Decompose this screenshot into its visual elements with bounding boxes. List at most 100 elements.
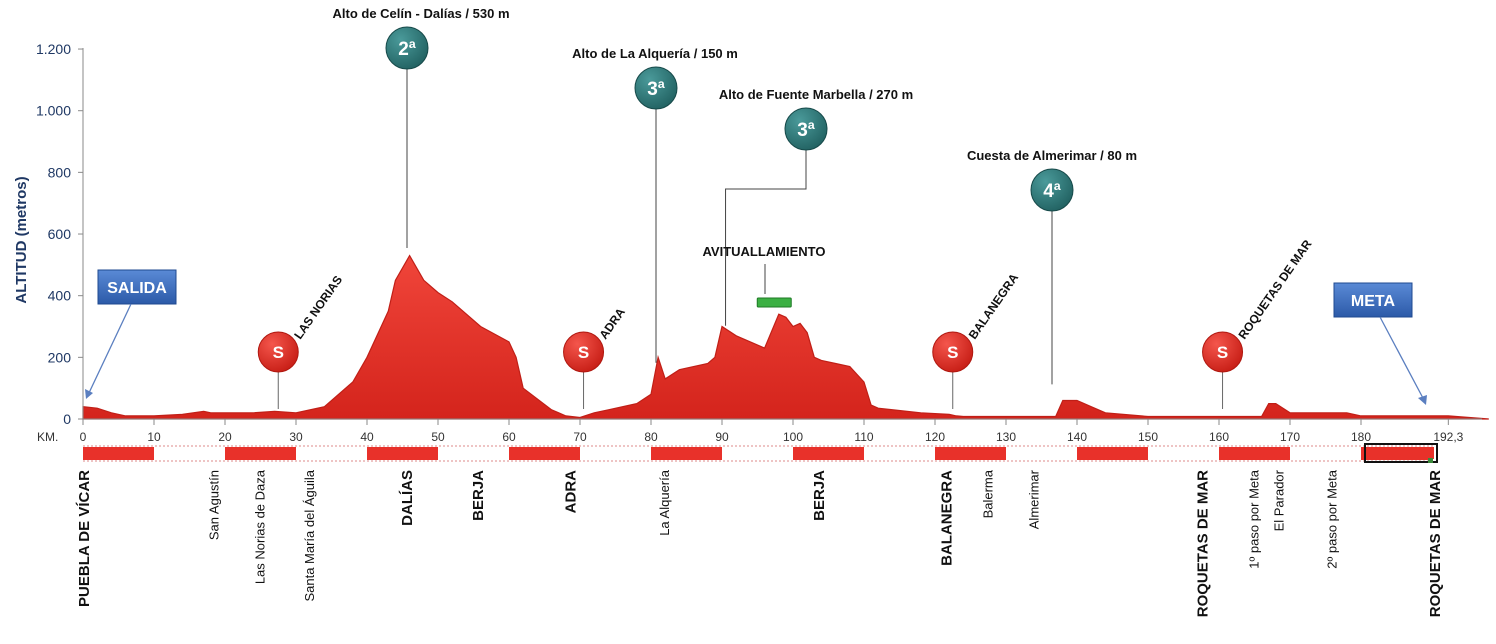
climb-leader-lines [406, 68, 1053, 385]
sprint-label: BALANEGRA [966, 271, 1022, 342]
place-label: Balerma [980, 469, 995, 518]
sprint-badge-symbol: S [273, 343, 284, 362]
climb-badge [1030, 168, 1074, 212]
climb-category: 2ª [398, 39, 417, 60]
place-label: BERJA [811, 470, 828, 521]
elevation-profile-area [82, 254, 1489, 420]
km-bar-segment [225, 447, 296, 460]
km-bar-segment [367, 447, 438, 460]
km-bar-finish-segment [1368, 447, 1434, 459]
climb-label: Alto de La Alquería / 150 m [572, 46, 738, 61]
x-tick-label: 70 [573, 430, 587, 444]
start-flag [97, 269, 177, 305]
place-label: El Parador [1271, 469, 1286, 531]
x-tick-label: 0 [80, 430, 87, 444]
km-bar-segment [935, 447, 1006, 460]
x-tick-label: 140 [1067, 430, 1087, 444]
place-label: ADRA [562, 470, 579, 513]
y-axis-ticks: 0 200 400 600 800 1.000 1.200 [36, 41, 83, 427]
x-axis-title: KM. [37, 430, 58, 444]
place-label: La Alquería [657, 469, 672, 536]
climb-badge [784, 107, 828, 151]
place-label: ROQUETAS DE MAR [1194, 470, 1211, 617]
x-tick-label: 50 [431, 430, 445, 444]
sprint-badge-symbol: S [1217, 343, 1228, 362]
km-bar-segment [793, 447, 864, 460]
climb-markers: 2ª Alto de Celín - Dalías / 530 m 3ª Alto d… [333, 6, 1137, 212]
y-tick-label: 400 [48, 288, 72, 304]
x-tick-label: 160 [1209, 430, 1229, 444]
sprint-badge-symbol: S [947, 343, 958, 362]
climb-category: 3ª [797, 120, 816, 141]
x-tick-label: 192,3 [1433, 430, 1463, 444]
sprint-badge-symbol: S [578, 343, 589, 362]
place-labels: PUEBLA DE VÍCAR San Agustín Las Norias de … [76, 469, 1444, 617]
climb-badge [385, 26, 429, 70]
x-tick-label: 130 [996, 430, 1016, 444]
x-tick-label: 90 [715, 430, 729, 444]
place-label: Santa María del Águila [302, 469, 317, 601]
profile-area-layer [82, 254, 1489, 420]
place-label: PUEBLA DE VÍCAR [76, 470, 93, 607]
km-bar-segment [509, 447, 580, 460]
place-label: Las Norias de Daza [253, 469, 268, 584]
x-tick-label: 60 [502, 430, 516, 444]
place-label: BERJA [470, 470, 487, 521]
climb-label: Alto de Celín - Dalías / 530 m [333, 6, 510, 21]
climb-label: Cuesta de Almerimar / 80 m [967, 148, 1137, 163]
finish-flag-pointer [1379, 316, 1425, 401]
start-finish-flags: SALIDA META [85, 269, 1427, 405]
place-label: 1º paso por Meta [1247, 469, 1262, 568]
sprint-label: LAS NORIAS [291, 273, 345, 342]
x-tick-label: 40 [360, 430, 374, 444]
sprint-label: ADRA [597, 305, 629, 342]
x-tick-label: 150 [1138, 430, 1158, 444]
x-tick-label: 180 [1351, 430, 1371, 444]
feed-zone: AVITUALLAMIENTO [702, 244, 826, 308]
km-bar-finish-frame [1364, 443, 1438, 463]
finish-flag-arrowhead [1418, 395, 1427, 405]
place-label: 2º paso por Meta [1325, 469, 1340, 568]
place-label: BALANEGRA [939, 470, 956, 566]
km-bar-segment [651, 447, 722, 460]
x-tick-label: 30 [289, 430, 303, 444]
x-tick-label: 110 [854, 430, 873, 444]
start-flag-arrowhead [85, 389, 93, 399]
x-tick-label: 170 [1280, 430, 1300, 444]
y-tick-label: 1.200 [36, 41, 71, 57]
start-flag-label: SALIDA [107, 280, 167, 297]
km-scale-bar [83, 443, 1438, 463]
sprint-badge [932, 331, 974, 373]
climb-label: Alto de Fuente Marbella / 270 m [719, 87, 913, 102]
finish-flag-label: META [1351, 293, 1396, 310]
feed-zone-label: AVITUALLAMIENTO [702, 244, 825, 259]
finish-flag [1333, 282, 1413, 318]
place-label: ROQUETAS DE MAR [1427, 470, 1444, 617]
y-tick-label: 1.000 [36, 103, 71, 119]
y-tick-label: 200 [48, 349, 72, 365]
x-tick-label: 20 [218, 430, 232, 444]
feed-zone-marker [756, 297, 792, 308]
x-axis-ticks: 0 10 20 30 40 50 60 70 80 90 100 110 120 130 140 150 160… [80, 419, 1464, 444]
sprint-badge [257, 331, 299, 373]
y-tick-label: 800 [48, 164, 72, 180]
y-tick-label: 600 [48, 226, 72, 242]
place-label: Almerimar [1026, 469, 1041, 529]
x-tick-label: 80 [644, 430, 658, 444]
climb-category: 3ª [647, 79, 666, 100]
start-flag-pointer [87, 303, 132, 396]
climb-category: 4ª [1043, 181, 1062, 202]
climb-leader-line [725, 149, 807, 326]
km-bar-segment [1219, 447, 1290, 460]
climb-badge [634, 66, 678, 110]
place-label: DALÍAS [399, 470, 416, 526]
y-tick-label: 0 [63, 411, 71, 427]
x-tick-label: 100 [783, 430, 803, 444]
y-axis-title: ALTITUD (metros) [13, 176, 30, 303]
km-bar-segment [1077, 447, 1148, 460]
place-label: San Agustín [206, 470, 221, 540]
sprint-label: ROQUETAS DE MAR [1236, 237, 1315, 342]
x-tick-label: 120 [925, 430, 945, 444]
sprint-badge [1202, 331, 1244, 373]
